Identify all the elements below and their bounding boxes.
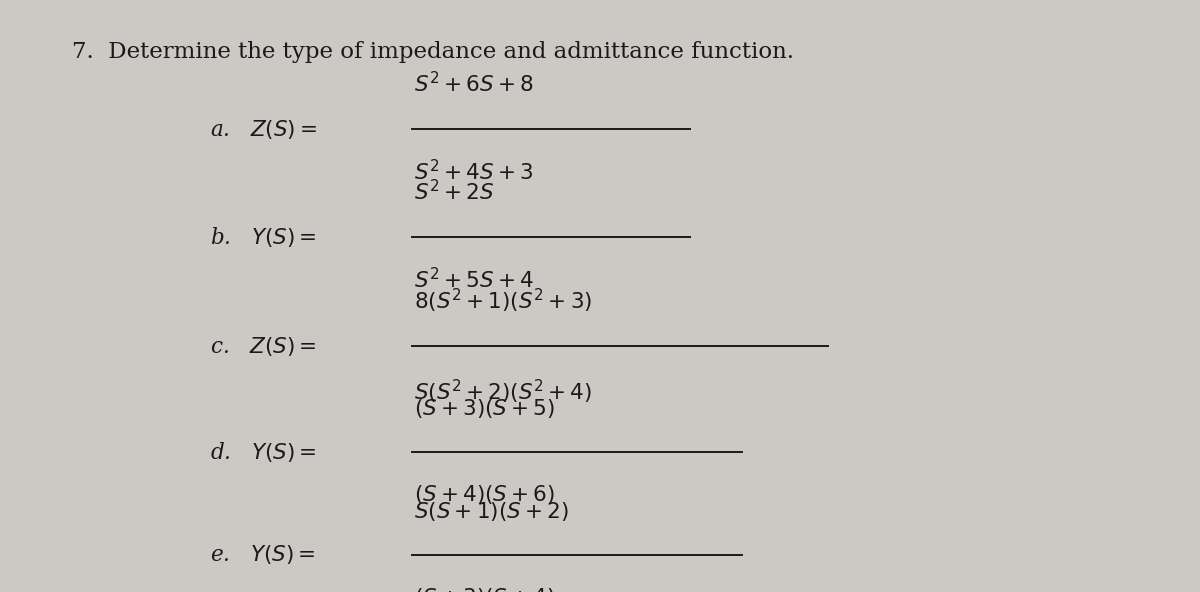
Text: c.   $Z(S)=$: c. $Z(S)=$ xyxy=(210,335,317,358)
Text: d.   $Y(S)=$: d. $Y(S)=$ xyxy=(210,440,317,464)
Text: 7.  Determine the type of impedance and admittance function.: 7. Determine the type of impedance and a… xyxy=(72,41,794,63)
Text: $S^2 +6S+8$: $S^2 +6S+8$ xyxy=(414,72,534,98)
Text: e.   $Y(S)=$: e. $Y(S)=$ xyxy=(210,543,316,566)
Text: $(S +3)(S+5)$: $(S +3)(S+5)$ xyxy=(414,397,556,420)
Text: b.   $Y(S)=$: b. $Y(S)=$ xyxy=(210,225,317,249)
Text: $(S +4)(S+6)$: $(S +4)(S+6)$ xyxy=(414,483,556,506)
Text: a.   $Z(S)=$: a. $Z(S)=$ xyxy=(210,118,317,140)
Text: $S(S^2 +2)(S^2 +4)$: $S(S^2 +2)(S^2 +4)$ xyxy=(414,378,593,406)
Text: $S(S +1)(S+2)$: $S(S +1)(S+2)$ xyxy=(414,500,569,523)
Text: $S^2 +5S+4$: $S^2 +5S+4$ xyxy=(414,268,534,294)
Text: $S^2 +2S$: $S^2 +2S$ xyxy=(414,180,494,205)
Text: $(S +3)(S+4)$: $(S +3)(S+4)$ xyxy=(414,586,556,592)
Text: $S^2 +4S+3$: $S^2 +4S+3$ xyxy=(414,160,533,186)
Text: $8(S^2+1)(S^2 +3)$: $8(S^2+1)(S^2 +3)$ xyxy=(414,287,593,315)
